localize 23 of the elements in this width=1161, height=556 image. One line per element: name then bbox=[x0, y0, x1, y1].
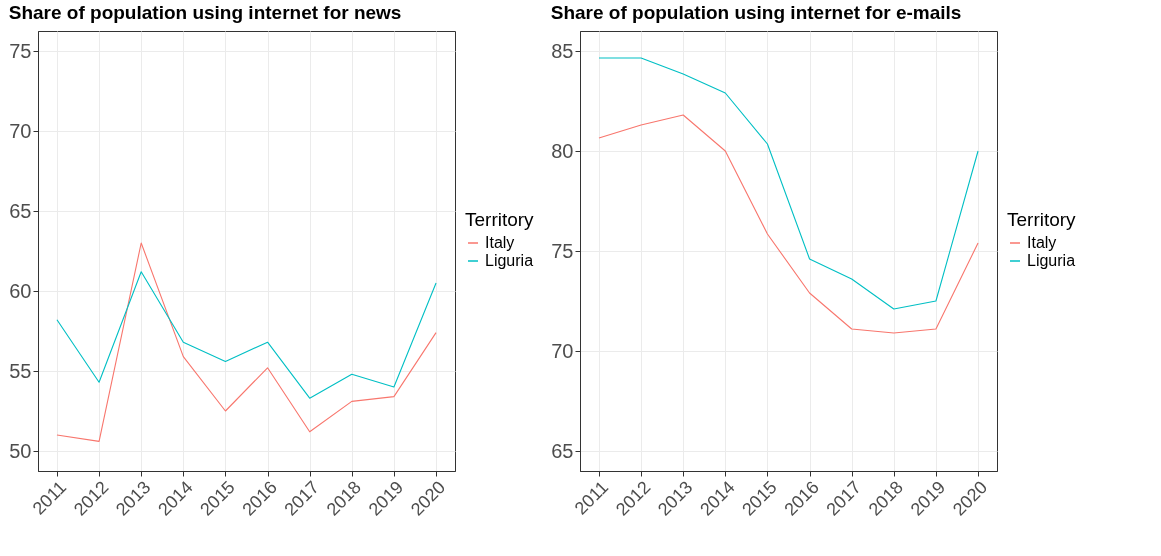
y-tick-label: 75 bbox=[9, 39, 32, 62]
y-tick-label: 65 bbox=[9, 199, 32, 222]
line-series bbox=[598, 114, 979, 334]
chart-title: Share of population using internet for news bbox=[8, 2, 402, 23]
chart-title: Share of population using internet for e-mails bbox=[550, 2, 962, 23]
legend-label: Liguria bbox=[485, 252, 534, 269]
line-series bbox=[56, 242, 437, 442]
y-tick-label: 70 bbox=[551, 339, 574, 362]
line-series bbox=[56, 271, 437, 399]
y-tick-label: 75 bbox=[551, 239, 574, 262]
legend-label: Italy bbox=[485, 234, 515, 251]
y-tick-label: 55 bbox=[9, 359, 32, 382]
y-tick-label: 80 bbox=[551, 139, 574, 162]
legend-label: Italy bbox=[1027, 234, 1057, 251]
legend-title: Territory bbox=[465, 209, 535, 230]
y-tick-label: 65 bbox=[551, 439, 574, 462]
y-tick-label: 70 bbox=[9, 119, 32, 142]
legend-label: Liguria bbox=[1027, 252, 1076, 269]
y-tick-label: 60 bbox=[9, 279, 32, 302]
y-tick-label: 85 bbox=[551, 39, 574, 62]
legend-title: Territory bbox=[1007, 209, 1077, 230]
y-tick-label: 50 bbox=[9, 439, 32, 462]
line-series bbox=[598, 57, 979, 310]
